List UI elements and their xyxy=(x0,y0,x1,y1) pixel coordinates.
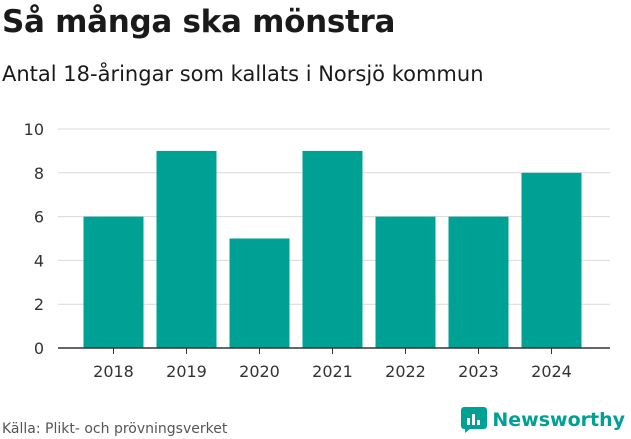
y-tick-label: 2 xyxy=(34,295,44,314)
chart-subtitle: Antal 18-åringar som kallats i Norsjö ko… xyxy=(2,62,484,86)
y-tick-label: 6 xyxy=(34,208,44,227)
x-tick-label: 2024 xyxy=(531,362,572,381)
x-tick-label: 2019 xyxy=(166,362,207,381)
bar-2024 xyxy=(521,172,582,348)
axes: 0 2 4 6 8 10 2018 2019 2020 2021 2022 2023 2024 xyxy=(24,120,610,381)
bar-2020 xyxy=(229,238,290,348)
brand-logo[interactable]: Newsworthy xyxy=(461,407,625,433)
x-tick-label: 2021 xyxy=(312,362,353,381)
y-tick-label: 4 xyxy=(34,251,44,270)
brand-name: Newsworthy xyxy=(492,409,625,431)
y-tick-label: 0 xyxy=(34,339,44,358)
bar-2021 xyxy=(302,150,363,348)
bar-2022 xyxy=(375,216,436,348)
x-tick-label: 2018 xyxy=(93,362,134,381)
source-note: Källa: Plikt- och prövningsverket xyxy=(2,421,228,437)
y-tick-label: 8 xyxy=(34,164,44,183)
x-tick-label: 2020 xyxy=(239,362,280,381)
x-tick-label: 2023 xyxy=(458,362,499,381)
bar-2023 xyxy=(448,216,509,348)
x-tick-label: 2022 xyxy=(385,362,426,381)
bar-2019 xyxy=(156,150,217,348)
y-tick-label: 10 xyxy=(24,120,44,139)
newsworthy-logo-icon xyxy=(461,407,488,433)
bar-2018 xyxy=(83,216,144,348)
chart-title: Så många ska mönstra xyxy=(2,4,396,40)
bars xyxy=(83,150,582,348)
